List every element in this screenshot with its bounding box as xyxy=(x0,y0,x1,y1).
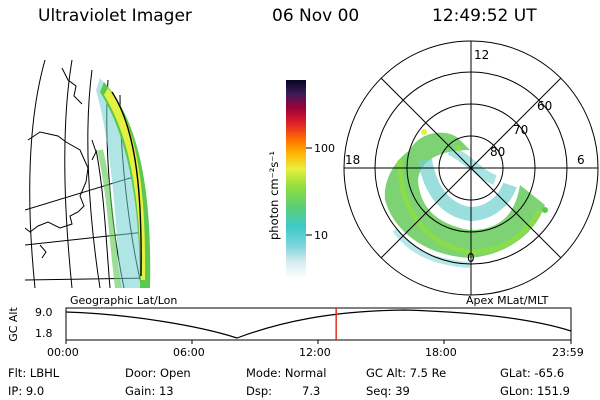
status-gc-altitude: GC Alt: 7.5 Re xyxy=(366,366,447,380)
status-gain: Gain: 13 xyxy=(125,384,174,398)
status-dsp-value: 7.3 xyxy=(302,384,321,398)
mlt-label-18: 18 xyxy=(345,153,360,167)
colorbar xyxy=(286,80,306,278)
timeline-xtick-0000: 00:00 xyxy=(47,346,79,359)
timeline-frame xyxy=(65,307,572,341)
status-mode: Mode: Normal xyxy=(246,366,327,380)
timeline-ytick-top: 9.0 xyxy=(35,306,53,319)
mlat-label-60: 60 xyxy=(537,99,552,113)
mlt-label-12: 12 xyxy=(474,48,489,62)
colorbar-unit-label: photon cm⁻²s⁻¹ xyxy=(267,151,281,240)
mlat-label-70: 70 xyxy=(513,123,528,137)
timeline-xtick-1800: 18:00 xyxy=(425,346,457,359)
mlat-label-80: 80 xyxy=(490,145,505,159)
polar-mlat-mlt-plot: 12 18 6 0 60 70 80 xyxy=(343,40,599,296)
status-door: Door: Open xyxy=(125,366,191,380)
geographic-auroral-image xyxy=(25,60,151,288)
instrument-title: Ultraviolet Imager xyxy=(38,6,192,26)
timeline-xtick-2359: 23:59 xyxy=(552,346,584,359)
timeline-left-caption: Geographic Lat/Lon xyxy=(70,294,178,307)
timeline-xtick-0600: 06:00 xyxy=(173,346,205,359)
timeline-ytick-bottom: 1.8 xyxy=(35,327,53,340)
colorbar-tick-100: 100 xyxy=(314,142,335,155)
altitude-curve xyxy=(65,309,572,339)
status-filter: Flt: LBHL xyxy=(8,366,60,380)
x-tick-marks xyxy=(65,340,572,344)
status-ip: IP: 9.0 xyxy=(8,384,45,398)
mlt-label-0: 0 xyxy=(467,251,475,265)
status-glon: GLon: 151.9 xyxy=(500,384,570,398)
timeline-right-caption: Apex MLat/MLT xyxy=(466,294,549,307)
timeline-xtick-1200: 12:00 xyxy=(299,346,331,359)
status-glat: GLat: -65.6 xyxy=(500,366,565,380)
status-dsp-label: Dsp: xyxy=(246,384,273,398)
image-time: 12:49:52 UT xyxy=(432,6,537,26)
colorbar-tick-10: 10 xyxy=(314,229,328,242)
status-sequence: Seq: 39 xyxy=(366,384,410,398)
mlt-label-6: 6 xyxy=(577,153,585,167)
image-date: 06 Nov 00 xyxy=(272,6,360,26)
altitude-timeline xyxy=(65,307,572,344)
timeline-axis-label: GC Alt xyxy=(6,307,20,342)
